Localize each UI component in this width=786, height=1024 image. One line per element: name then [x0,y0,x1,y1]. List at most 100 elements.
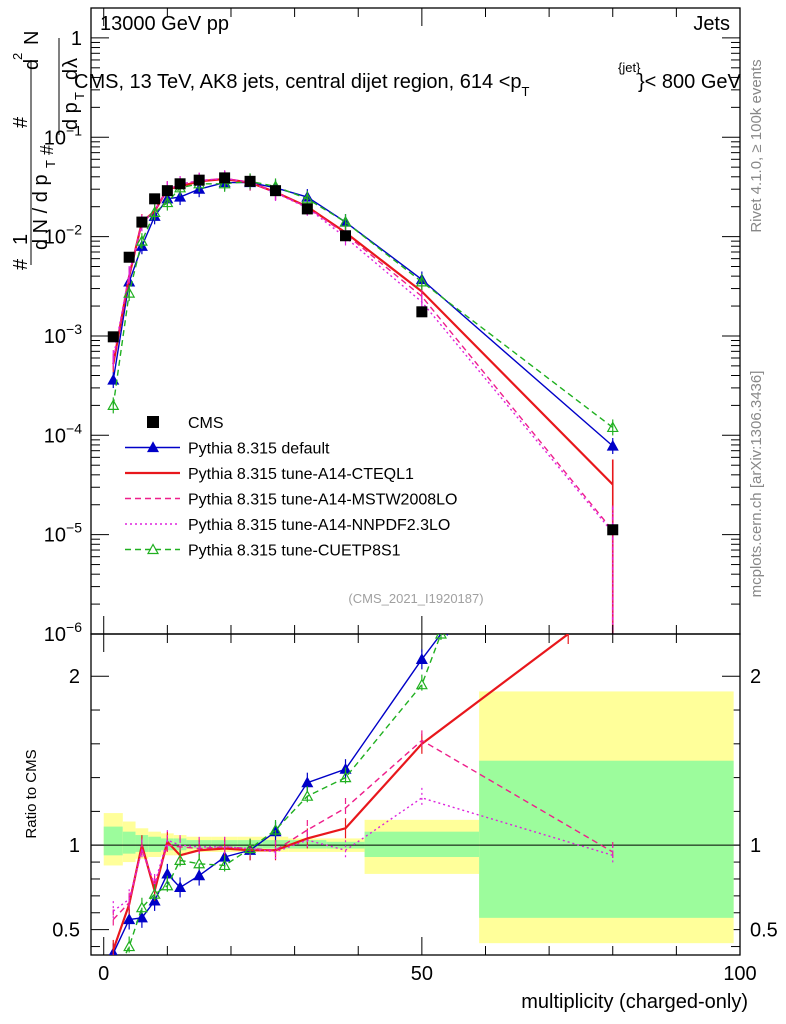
legend-entry-3: Pythia 8.315 tune-A14-MSTW2008LO [125,492,457,509]
main-line-2 [112,177,614,486]
svg-text:λ: λ [60,58,82,68]
ratio-ytick-label-1: 1 [69,835,80,857]
cms-point-11 [340,230,352,242]
ratio-marker-4-7 [218,859,231,871]
main-line-1 [112,181,614,447]
legend-swatch-0 [147,416,159,428]
ratio-series-group [108,621,614,984]
cms-point-13 [607,524,619,536]
ratio-panel [91,621,740,984]
main-panel: 10−6 10−5 10−4 10−3 10−2 10−1 1 0 50 100 0.5 0.5 1 1 2… [44,7,778,985]
main-ylabel: # 1 d N / d p T # d 2 N # d p T d λ [10,31,87,270]
main-marker-1-0 [107,373,120,385]
legend: CMS Pythia 8.315 default Pythia 8.315 tune… [125,415,457,560]
cms-point-12 [416,306,428,318]
ratio-ytick-label-right-2: 2 [750,666,761,688]
legend-entry-1: Pythia 8.315 default [125,441,330,458]
main-marker-5-0 [107,399,120,410]
main-marker-5-13 [606,421,619,433]
main-marker-1-5 [174,190,187,202]
ratio-marker-4-0 [108,975,118,984]
main-marker-5-4 [161,196,174,208]
legend-entry-0: CMS [147,415,224,432]
cms-point-8 [244,175,256,187]
band-inner-5 [173,838,187,851]
svg-text:d: d [21,59,43,70]
svg-text:1: 1 [10,234,32,245]
legend-label-1: Pythia 8.315 default [188,441,330,458]
legend-entry-5: Pythia 8.315 tune-CUETP8S1 [125,543,401,560]
header-category: Jets [693,13,730,35]
x-tick-label-2: 100 [723,963,756,985]
ratio-marker-4-1 [123,940,136,952]
ratio-line-0 [112,634,442,954]
main-ytick-label-0: 10−6 [44,619,82,646]
main-marker-5-3 [148,206,161,218]
cms-point-4 [161,185,173,197]
main-marker-5-10 [301,192,314,204]
main-marker-5-11 [339,215,352,227]
analysis-id: (CMS_2021_I1920187) [348,591,483,606]
main-ytick-label-4: 10−2 [44,222,82,249]
ratio-ytick-label-2: 2 [69,666,80,688]
cms-point-3 [149,193,161,205]
ratio-ytick-label-0: 0.5 [52,920,80,942]
ratio-ytick-label-right-0: 0.5 [750,920,778,942]
ratio-marker-4-11 [339,771,352,783]
title-superscript: {jet} [618,60,641,75]
legend-entry-2: Pythia 8.315 tune-A14-CTEQL1 [125,466,414,483]
legend-label-3: Pythia 8.315 tune-A14-MSTW2008LO [188,492,457,509]
band-inner-1 [122,831,136,854]
main-marker-1-13 [606,439,619,451]
side-label-rivet: Rivet 4.1.0, ≥ 100k events [748,59,765,232]
main-line-5 [112,180,614,428]
legend-label-4: Pythia 8.315 tune-A14-NNPDF2.3LO [188,517,450,534]
main-ytick-label-3: 10−3 [44,321,82,348]
ratio-ytick-label-right-1: 1 [750,835,761,857]
main-marker-5-12 [415,275,428,287]
legend-marker-1 [146,441,160,453]
svg-text:d p: d p [60,102,82,130]
svg-text:T: T [72,92,87,100]
cms-point-0 [107,331,119,343]
side-label-mcplots: mcplots.cern.ch [arXiv:1306.3436] [748,371,765,598]
ratio-marker-0-1 [123,913,136,925]
ratio-marker-4-6 [193,857,206,869]
ratio-marker-4-5 [174,854,187,865]
legend-entry-4: Pythia 8.315 tune-A14-NNPDF2.3LO [125,517,450,534]
main-marker-5-1 [123,286,136,298]
title-subscript: T [522,84,530,99]
svg-text:T: T [43,160,58,168]
title-text: CMS, 13 TeV, AK8 jets, central dijet reg… [74,71,522,93]
ratio-marker-0-2 [135,911,148,923]
x-axis-label: multiplicity (charged-only) [521,991,748,1013]
cms-point-1 [123,251,135,263]
svg-text:N: N [21,31,43,45]
band-inner-0 [103,826,123,856]
ratio-frame [90,633,741,956]
main-series-group [107,170,619,634]
cms-point-5 [174,178,186,190]
svg-text:2: 2 [10,53,25,60]
main-marker-5-2 [135,234,148,246]
ratio-marker-4-8 [244,842,257,854]
svg-text:#: # [10,258,32,270]
band-inner-3 [148,836,161,852]
main-ytick-label-2: 10−4 [44,420,82,447]
header-process: 13000 GeV pp [100,13,229,35]
chart-title: CMS, 13 TeV, AK8 jets, central dijet reg… [74,60,742,99]
ratio-marker-0-13 [442,621,452,630]
cms-point-9 [270,185,282,197]
legend-label-5: Pythia 8.315 tune-CUETP8S1 [188,543,401,560]
x-tick-label-1: 50 [411,963,433,985]
main-ytick-label-6: 1 [71,28,82,50]
ratio-marker-0-12 [415,653,428,664]
title-tail: }< 800 GeV [638,71,742,93]
legend-marker-5 [146,543,160,555]
ratio-marker-4-9 [269,823,282,835]
svg-text:d: d [60,69,82,80]
cms-point-2 [136,216,148,228]
ratio-marker-4-12 [415,678,428,690]
main-ytick-label-1: 10−5 [44,520,82,547]
